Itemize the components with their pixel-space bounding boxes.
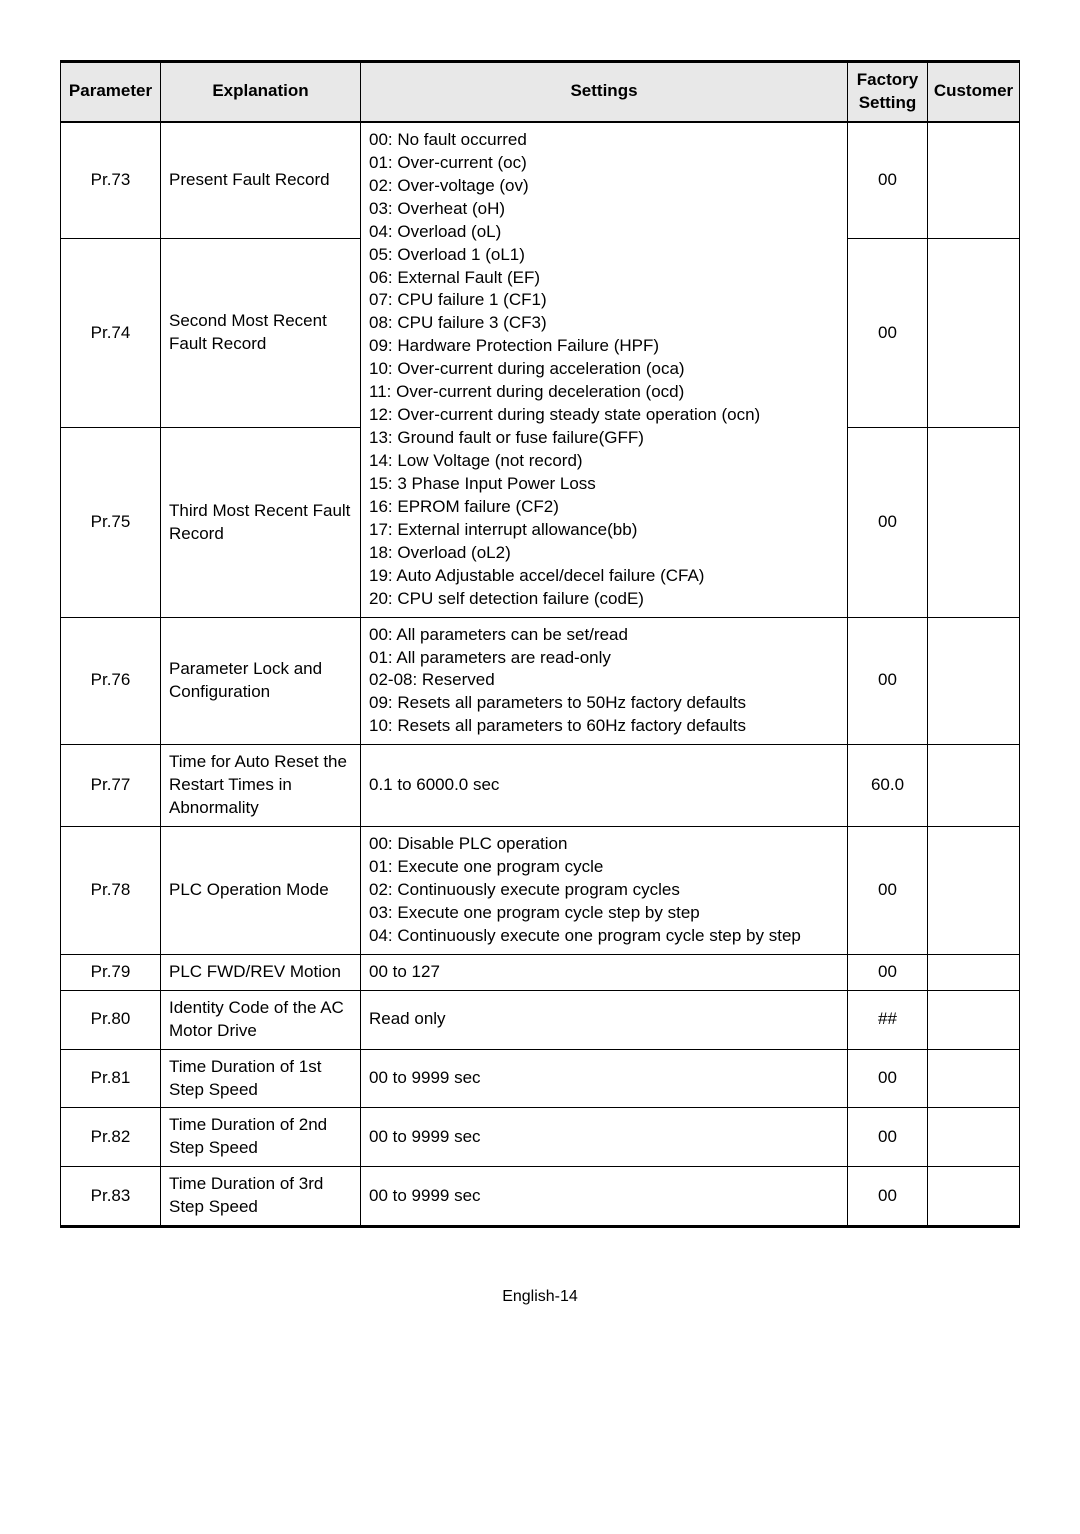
customer-cell: [928, 990, 1020, 1049]
factory-cell: 00: [848, 428, 928, 617]
page-number: English-14: [60, 1288, 1020, 1306]
settings-cell: 00 to 9999 sec: [361, 1049, 848, 1108]
table-row: Pr.80 Identity Code of the AC Motor Driv…: [61, 990, 1020, 1049]
header-settings: Settings: [361, 62, 848, 122]
table-row: Pr.79 PLC FWD/REV Motion 00 to 127 00: [61, 954, 1020, 990]
factory-cell: 60.0: [848, 745, 928, 827]
expl-cell: Time Duration of 3rd Step Speed: [161, 1167, 361, 1227]
table-row: Pr.73 Present Fault Record 00: No fault …: [61, 122, 1020, 239]
factory-cell: 00: [848, 954, 928, 990]
table-row: Pr.83 Time Duration of 3rd Step Speed 00…: [61, 1167, 1020, 1227]
customer-cell: [928, 239, 1020, 428]
settings-cell-fault: 00: No fault occurred01: Over-current (o…: [361, 122, 848, 617]
table-row: Pr.78 PLC Operation Mode 00: Disable PLC…: [61, 827, 1020, 955]
table-header-row: Parameter Explanation Settings Factory S…: [61, 62, 1020, 122]
expl-cell: Time for Auto Reset the Restart Times in…: [161, 745, 361, 827]
param-cell: Pr.79: [61, 954, 161, 990]
customer-cell: [928, 1049, 1020, 1108]
table-row: Pr.82 Time Duration of 2nd Step Speed 00…: [61, 1108, 1020, 1167]
expl-cell: Third Most Recent Fault Record: [161, 428, 361, 617]
table-row: Pr.81 Time Duration of 1st Step Speed 00…: [61, 1049, 1020, 1108]
param-cell: Pr.73: [61, 122, 161, 239]
factory-cell: 00: [848, 827, 928, 955]
factory-cell: 00: [848, 122, 928, 239]
expl-cell: PLC Operation Mode: [161, 827, 361, 955]
header-customer: Customer: [928, 62, 1020, 122]
param-cell: Pr.78: [61, 827, 161, 955]
settings-cell: Read only: [361, 990, 848, 1049]
table-row: Pr.76 Parameter Lock and Configuration 0…: [61, 617, 1020, 745]
param-cell: Pr.74: [61, 239, 161, 428]
settings-cell: 00 to 9999 sec: [361, 1108, 848, 1167]
header-parameter: Parameter: [61, 62, 161, 122]
param-cell: Pr.80: [61, 990, 161, 1049]
customer-cell: [928, 617, 1020, 745]
param-cell: Pr.82: [61, 1108, 161, 1167]
expl-cell: Present Fault Record: [161, 122, 361, 239]
factory-cell: 00: [848, 617, 928, 745]
param-cell: Pr.77: [61, 745, 161, 827]
customer-cell: [928, 428, 1020, 617]
table-row: Pr.77 Time for Auto Reset the Restart Ti…: [61, 745, 1020, 827]
expl-cell: PLC FWD/REV Motion: [161, 954, 361, 990]
factory-cell: 00: [848, 1108, 928, 1167]
settings-cell: 00: Disable PLC operation01: Execute one…: [361, 827, 848, 955]
param-cell: Pr.76: [61, 617, 161, 745]
customer-cell: [928, 1108, 1020, 1167]
expl-cell: Parameter Lock and Configuration: [161, 617, 361, 745]
header-factory-setting: Factory Setting: [848, 62, 928, 122]
customer-cell: [928, 1167, 1020, 1227]
factory-cell: ##: [848, 990, 928, 1049]
settings-cell: 0.1 to 6000.0 sec: [361, 745, 848, 827]
param-cell: Pr.75: [61, 428, 161, 617]
factory-cell: 00: [848, 239, 928, 428]
customer-cell: [928, 122, 1020, 239]
expl-cell: Identity Code of the AC Motor Drive: [161, 990, 361, 1049]
customer-cell: [928, 745, 1020, 827]
expl-cell: Time Duration of 2nd Step Speed: [161, 1108, 361, 1167]
param-cell: Pr.81: [61, 1049, 161, 1108]
settings-cell: 00 to 127: [361, 954, 848, 990]
parameter-table: Parameter Explanation Settings Factory S…: [60, 60, 1020, 1228]
customer-cell: [928, 954, 1020, 990]
expl-cell: Time Duration of 1st Step Speed: [161, 1049, 361, 1108]
settings-cell: 00: All parameters can be set/read01: Al…: [361, 617, 848, 745]
factory-cell: 00: [848, 1167, 928, 1227]
expl-cell: Second Most Recent Fault Record: [161, 239, 361, 428]
header-explanation: Explanation: [161, 62, 361, 122]
settings-cell: 00 to 9999 sec: [361, 1167, 848, 1227]
factory-cell: 00: [848, 1049, 928, 1108]
customer-cell: [928, 827, 1020, 955]
param-cell: Pr.83: [61, 1167, 161, 1227]
